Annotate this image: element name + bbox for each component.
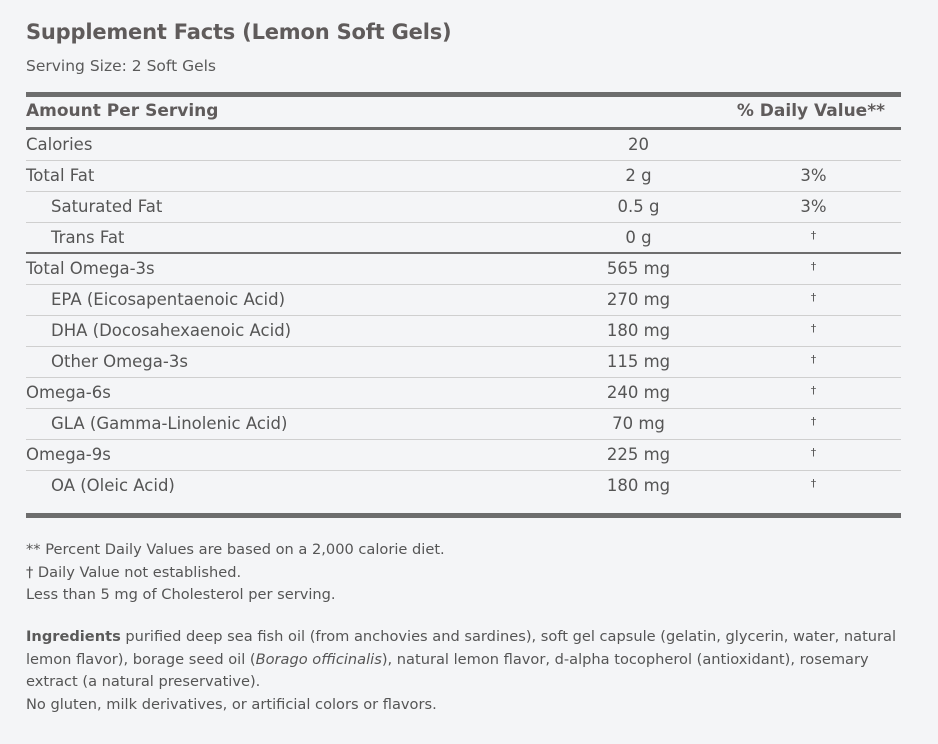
footnote-cholesterol: Less than 5 mg of Cholesterol per servin… — [26, 586, 336, 603]
nutrient-amount: 2 g — [625, 166, 652, 185]
table-row: Saturated Fat 0.5 g 3% — [26, 192, 901, 223]
top-divider — [26, 92, 901, 97]
header-divider — [26, 127, 901, 130]
nutrient-name: Omega-9s — [26, 445, 111, 464]
footnote-not-established: † Daily Value not established. — [26, 563, 242, 581]
ingredients-list: Ingredients purified deep sea fish oil (… — [26, 626, 906, 694]
nutrient-amount: 180 mg — [606, 476, 671, 495]
table-row: Calories 20 — [26, 130, 901, 161]
nutrient-name: Total Fat — [26, 166, 95, 185]
table-row: Total Fat 2 g 3% — [26, 161, 901, 192]
nutrient-daily-value: 3% — [800, 197, 827, 216]
table-row: EPA (Eicosapentaenoic Acid) 270 mg † — [26, 285, 901, 316]
footnote-daily-values: ** Percent Daily Values are based on a 2… — [26, 541, 445, 558]
nutrient-daily-value: † — [810, 477, 817, 490]
nutrient-daily-value: † — [810, 415, 817, 428]
table-row: Other Omega-3s 115 mg † — [26, 347, 901, 378]
nutrient-name: EPA (Eicosapentaenoic Acid) — [51, 290, 286, 309]
footnotes: ** Percent Daily Values are based on a 2… — [26, 539, 445, 607]
ingredients-label: Ingredients — [26, 628, 121, 645]
nutrient-amount: 115 mg — [606, 352, 671, 371]
nutrient-name: Calories — [26, 135, 93, 154]
nutrient-amount: 180 mg — [606, 321, 671, 340]
table-row: DHA (Docosahexaenoic Acid) 180 mg † — [26, 316, 901, 347]
table-row: Total Omega-3s 565 mg † — [26, 254, 901, 285]
nutrient-name: Total Omega-3s — [26, 259, 155, 278]
nutrient-name: Omega-6s — [26, 383, 111, 402]
amount-per-serving-header: Amount Per Serving — [26, 101, 219, 121]
nutrient-name: OA (Oleic Acid) — [51, 476, 175, 495]
ingredients-botanical-name: Borago officinalis — [255, 650, 382, 668]
nutrient-amount: 0 g — [625, 228, 652, 247]
nutrient-daily-value: † — [810, 291, 817, 304]
nutrient-daily-value: † — [810, 446, 817, 459]
nutrient-table: Calories 20 Total Fat 2 g 3% Saturated Fat 0.5… — [26, 130, 901, 501]
nutrient-name: Other Omega-3s — [51, 352, 188, 371]
nutrient-daily-value: 3% — [800, 166, 827, 185]
page-title: Supplement Facts (Lemon Soft Gels) — [26, 20, 452, 44]
nutrient-amount: 70 mg — [612, 414, 665, 433]
nutrient-amount: 225 mg — [606, 445, 671, 464]
ingredients: Ingredients purified deep sea fish oil (… — [26, 626, 906, 716]
table-row: Omega-9s 225 mg † — [26, 440, 901, 471]
table-row: OA (Oleic Acid) 180 mg † — [26, 471, 901, 501]
nutrient-daily-value: † — [810, 384, 817, 397]
nutrient-name: GLA (Gamma-Linolenic Acid) — [51, 414, 288, 433]
nutrient-name: Trans Fat — [51, 228, 125, 247]
table-row: GLA (Gamma-Linolenic Acid) 70 mg † — [26, 409, 901, 440]
table-row: Trans Fat 0 g † — [26, 223, 901, 254]
nutrient-amount: 565 mg — [606, 259, 671, 278]
nutrient-amount: 20 — [628, 135, 649, 154]
nutrient-amount: 270 mg — [606, 290, 671, 309]
nutrient-name: DHA (Docosahexaenoic Acid) — [51, 321, 292, 340]
table-row: Omega-6s 240 mg † — [26, 378, 901, 409]
nutrient-amount: 240 mg — [606, 383, 671, 402]
nutrient-name: Saturated Fat — [51, 197, 163, 216]
ingredients-text: purified deep sea fish oil (from anchovi… — [26, 628, 897, 668]
free-from-statement: No gluten, milk derivatives, or artifici… — [26, 695, 437, 713]
table-header: Amount Per Serving % Daily Value** — [26, 97, 901, 127]
nutrient-amount: 0.5 g — [617, 197, 660, 216]
nutrient-daily-value: † — [810, 229, 817, 242]
daily-value-header: % Daily Value** — [736, 101, 885, 121]
nutrient-daily-value: † — [810, 353, 817, 366]
serving-size: Serving Size: 2 Soft Gels — [26, 57, 217, 75]
nutrient-daily-value: † — [810, 260, 817, 273]
ingredients-text: ), natural lemon flavor, d-alpha tocophe… — [26, 650, 869, 691]
nutrient-daily-value: † — [810, 322, 817, 335]
bottom-divider — [26, 513, 901, 518]
